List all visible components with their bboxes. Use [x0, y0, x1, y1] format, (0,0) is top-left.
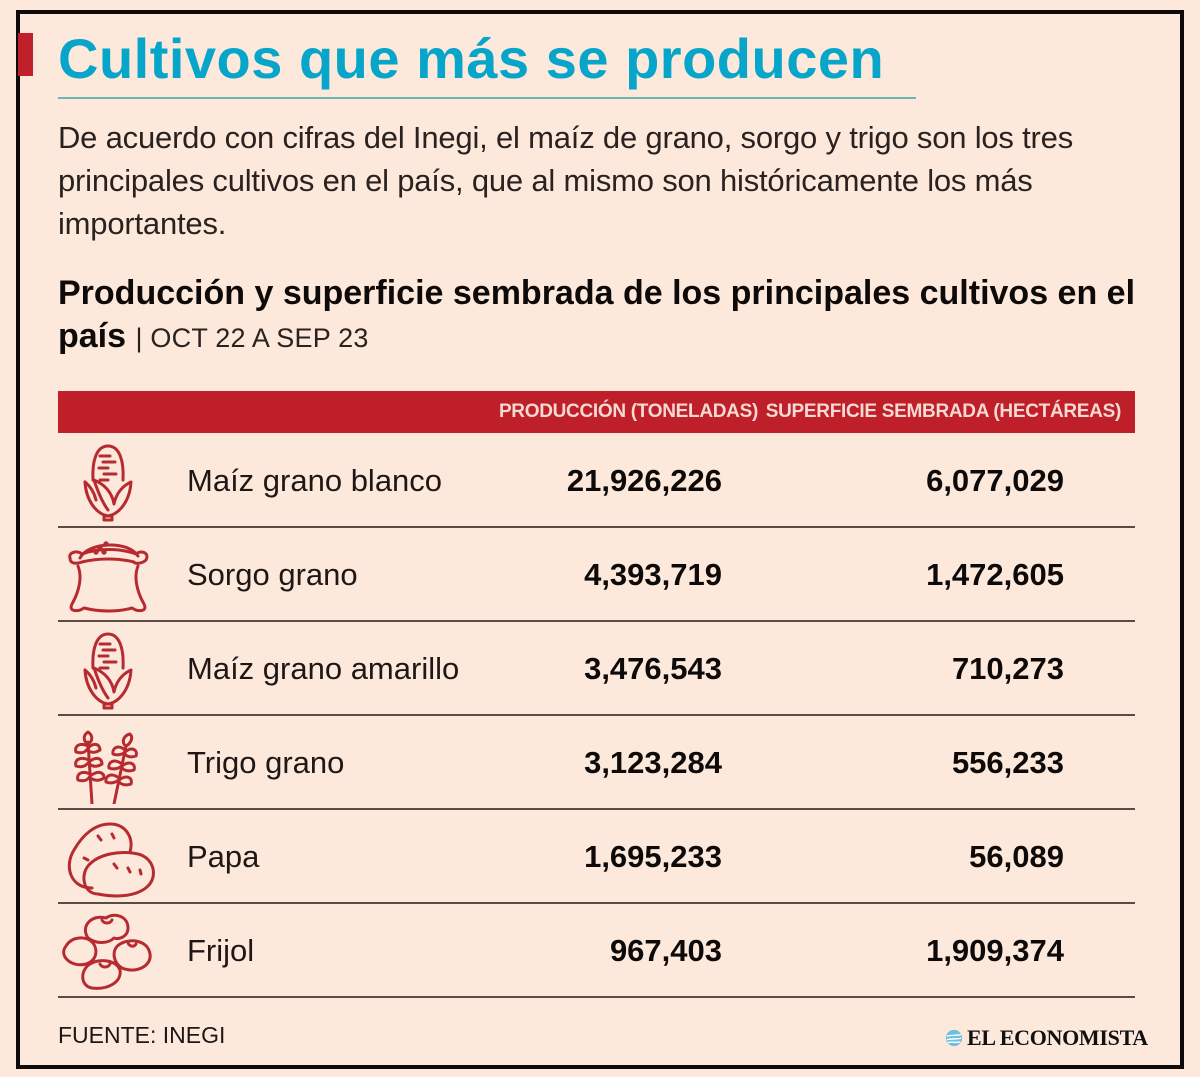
table-title-text: Producción y superficie sembrada de los …	[58, 274, 1136, 355]
source-note: FUENTE: INEGI	[58, 1022, 226, 1048]
superficie-value: 6,077,029	[926, 463, 1064, 498]
crop-name: Frijol	[187, 933, 255, 968]
wheat-icon	[58, 722, 158, 806]
intro-paragraph: De acuerdo con cifras del Inegi, el maíz…	[58, 120, 1074, 241]
produccion-value: 3,476,543	[584, 651, 722, 686]
crop-name: Trigo grano	[187, 745, 345, 780]
potato-icon	[58, 816, 158, 898]
superficie-value: 56,089	[969, 839, 1064, 874]
produccion-value: 21,926,226	[566, 463, 722, 498]
crop-name: Papa	[187, 839, 260, 874]
beans-icon	[58, 910, 158, 992]
title-divider	[58, 97, 916, 99]
brand-logo: EL ECONOMISTA	[945, 1024, 1148, 1052]
produccion-value: 3,123,284	[584, 745, 722, 780]
produccion-value: 4,393,719	[584, 557, 722, 592]
table-row: Maíz grano amarillo 3,476,543 710,273	[58, 622, 1135, 716]
table-row: Maíz grano blanco 21,926,226 6,077,029	[58, 434, 1135, 528]
superficie-value: 556,233	[951, 745, 1064, 780]
column-header-superficie: SUPERFICIE SEMBRADA (HECTÁREAS)	[765, 401, 1122, 422]
corn-icon	[58, 628, 158, 710]
infographic-frame	[16, 10, 1184, 1069]
table-row: Sorgo grano 4,393,719 1,472,605	[58, 528, 1135, 622]
produccion-value: 1,695,233	[584, 839, 722, 874]
grain-sack-icon	[58, 534, 158, 616]
brand-name: EL ECONOMISTA	[967, 1025, 1148, 1050]
table-row: Papa 1,695,233 56,089	[58, 810, 1135, 904]
crop-name: Sorgo grano	[187, 557, 358, 592]
table-row: Trigo grano 3,123,284 556,233	[58, 716, 1135, 810]
superficie-value: 1,909,374	[926, 933, 1064, 968]
title-accent-bar	[18, 33, 33, 76]
page-title: Cultivos que más se producen	[58, 27, 885, 90]
crop-name: Maíz grano amarillo	[187, 651, 460, 686]
table-row: Frijol 967,403 1,909,374	[58, 904, 1135, 998]
superficie-value: 1,472,605	[926, 557, 1064, 592]
corn-icon	[58, 440, 158, 522]
superficie-value: 710,273	[951, 651, 1064, 686]
column-header-produccion: PRODUCCIÓN (TONELADAS)	[498, 401, 758, 422]
globe-logo-icon	[945, 1029, 963, 1047]
table-period: | OCT 22 A SEP 23	[135, 323, 369, 353]
table-title: Producción y superficie sembrada de los …	[58, 272, 1138, 360]
crop-name: Maíz grano blanco	[187, 463, 443, 498]
table-header: PRODUCCIÓN (TONELADAS) SUPERFICIE SEMBRA…	[58, 391, 1135, 433]
produccion-value: 967,403	[609, 933, 722, 968]
